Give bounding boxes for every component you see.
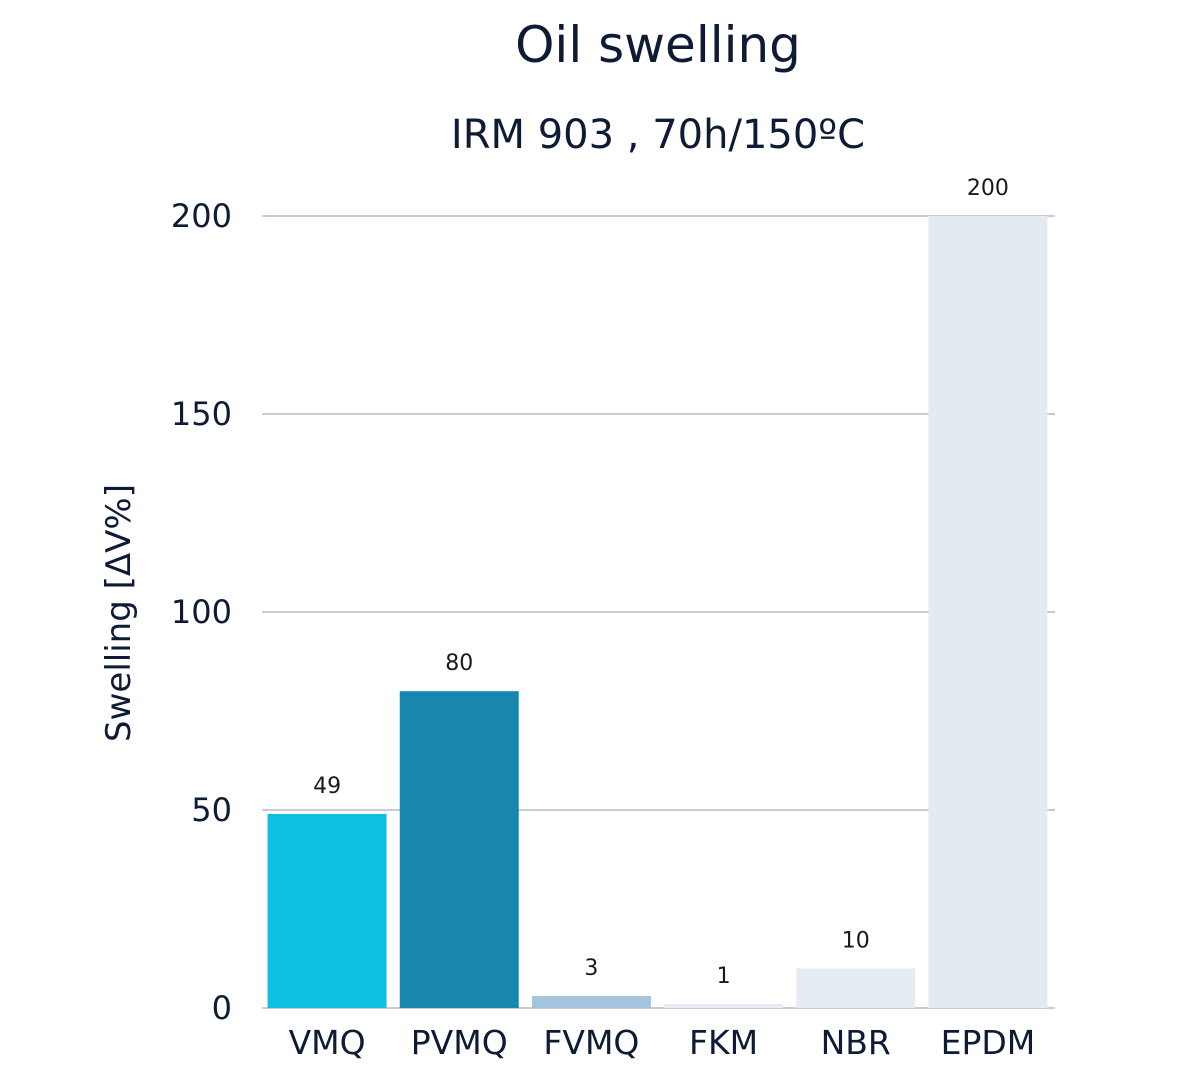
x-tick-label: FVMQ: [543, 1023, 639, 1062]
data-label: 49: [313, 774, 341, 799]
x-tick-label: FKM: [689, 1023, 758, 1062]
data-label: 3: [584, 956, 598, 981]
bar-pvmq: [399, 691, 519, 1008]
chart-subtitle: IRM 903 , 70h/150ºC: [451, 112, 865, 158]
x-axis-ticks: VMQ PVMQ FVMQ FKM NBR EPDM: [289, 1023, 1036, 1062]
chart-title: Oil swelling: [515, 16, 801, 74]
bar-fvmq: [531, 996, 651, 1008]
x-tick-label: VMQ: [289, 1023, 366, 1062]
bar-vmq: [267, 813, 387, 1008]
data-label: 1: [717, 964, 731, 989]
data-label: 80: [445, 651, 473, 676]
x-tick-label: PVMQ: [411, 1023, 508, 1062]
bars: [267, 216, 1048, 1008]
gridlines: [262, 215, 1055, 1009]
x-tick-label: NBR: [821, 1023, 891, 1062]
y-tick-label: 200: [171, 197, 232, 235]
bar-epdm: [928, 216, 1048, 1008]
y-axis-ticks: 0 50 100 150 200: [171, 197, 232, 1027]
y-axis-label: Swelling [ΔV%]: [99, 484, 139, 742]
y-tick-label: 50: [191, 791, 232, 829]
data-labels: 49 80 3 1 10 200: [313, 176, 1009, 989]
bar-fkm: [664, 1004, 784, 1008]
data-label: 200: [967, 176, 1009, 201]
y-tick-label: 100: [171, 593, 232, 631]
data-label: 10: [842, 928, 870, 953]
y-tick-label: 150: [171, 395, 232, 433]
bar-nbr: [796, 968, 916, 1008]
x-tick-label: EPDM: [941, 1023, 1036, 1062]
y-tick-label: 0: [212, 989, 232, 1027]
